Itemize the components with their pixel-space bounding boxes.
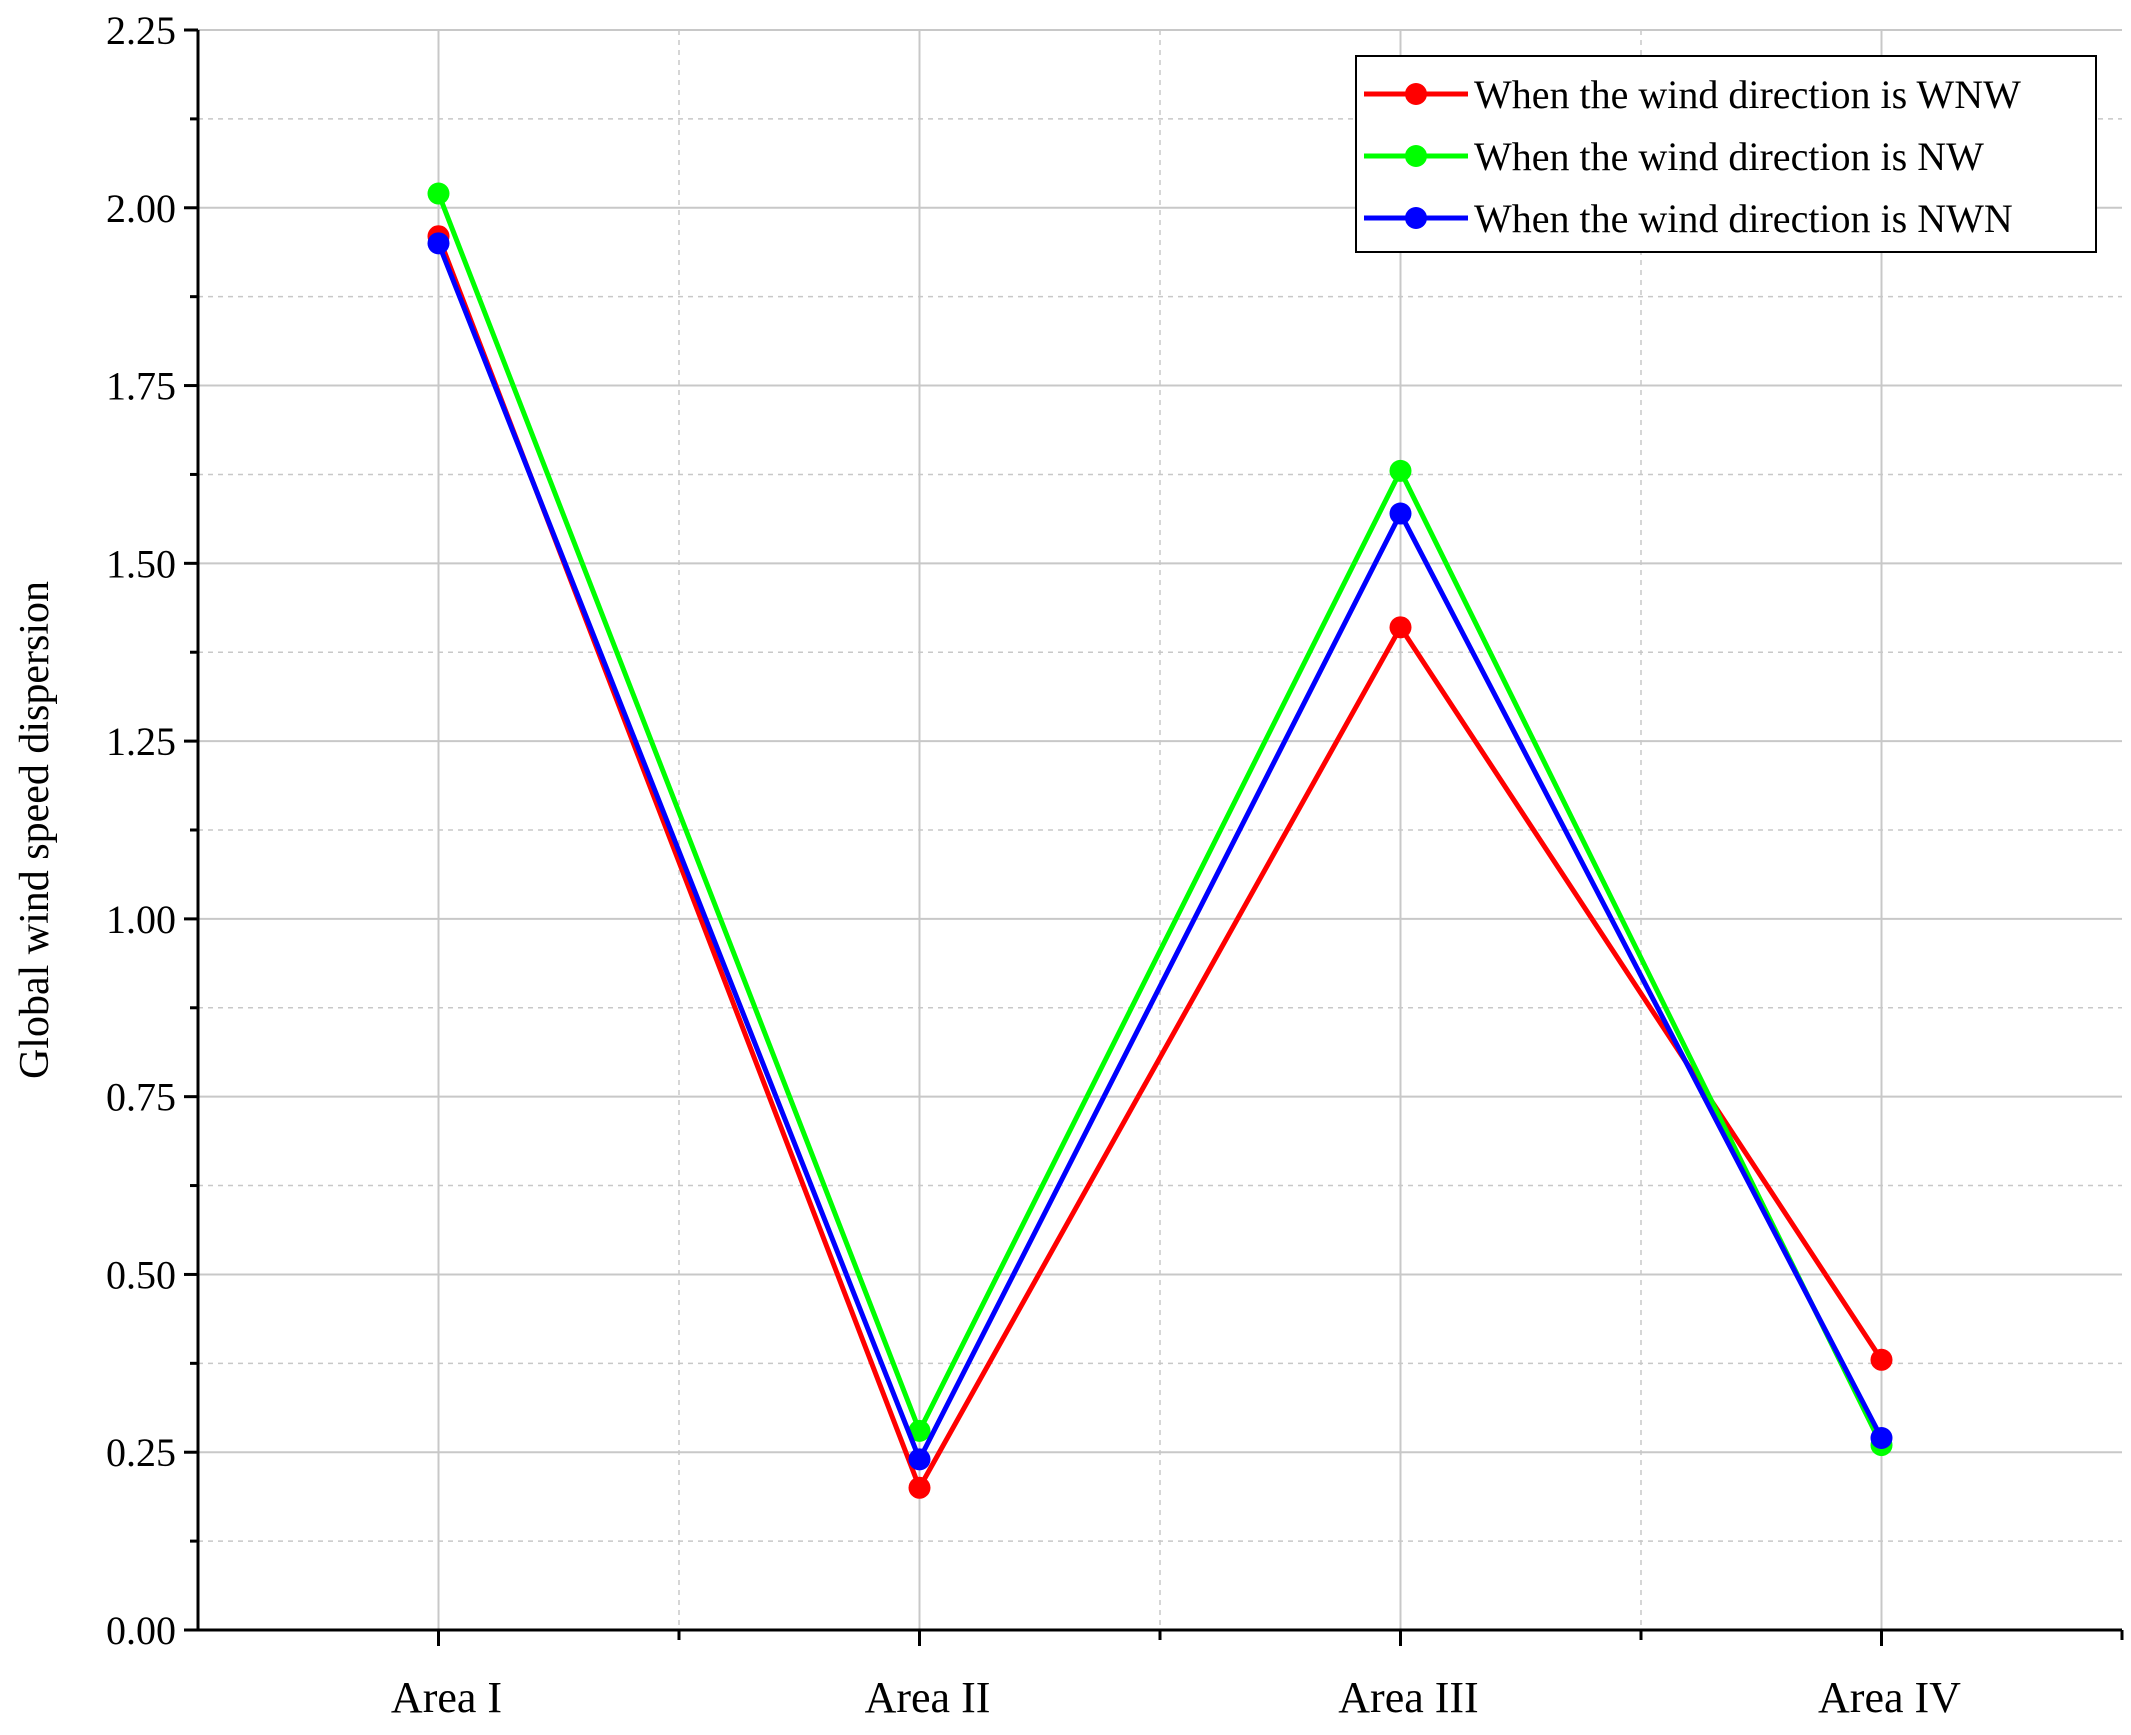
y-tick-label: 1.25 — [106, 719, 176, 764]
y-tick-label: 1.00 — [106, 897, 176, 942]
y-tick-label: 0.50 — [106, 1252, 176, 1297]
data-point — [908, 1419, 931, 1442]
legend-marker — [1405, 145, 1427, 167]
series-line — [436, 192, 1884, 1447]
y-axis-label: Global wind speed dispersion — [12, 581, 58, 1079]
data-point — [1389, 459, 1412, 482]
x-tick-label: Area I — [391, 1673, 502, 1722]
series-2 — [427, 232, 1893, 1471]
legend-marker — [1405, 207, 1427, 229]
legend-label: When the wind direction is NW — [1474, 134, 1984, 179]
y-tick-label: 0.75 — [106, 1075, 176, 1120]
y-tick-label: 0.00 — [106, 1608, 176, 1653]
x-tick-label: Area II — [865, 1673, 991, 1722]
legend-box — [1355, 55, 2097, 253]
legend: When the wind direction is WNW When the w… — [1355, 55, 2097, 253]
legend-item: When the wind direction is WNW — [1364, 72, 2021, 117]
legend-label: When the wind direction is WNW — [1474, 72, 2021, 117]
y-tick-label: 2.25 — [106, 8, 176, 53]
series-line — [436, 235, 1884, 1491]
y-tick-label: 0.25 — [106, 1430, 176, 1475]
data-point — [1389, 502, 1412, 525]
x-tick-label: Area IV — [1818, 1673, 1961, 1722]
series-1 — [427, 182, 1893, 1457]
data-point — [427, 182, 450, 205]
data-point — [1389, 616, 1412, 639]
legend-item: When the wind direction is NWN — [1364, 196, 2013, 241]
legend-label: When the wind direction is NWN — [1474, 196, 2013, 241]
series-line — [436, 242, 1884, 1462]
data-point — [427, 232, 450, 255]
data-point — [908, 1476, 931, 1499]
legend-item: When the wind direction is NW — [1364, 134, 1984, 179]
grid — [198, 29, 2122, 1630]
data-point — [908, 1448, 931, 1471]
y-tick-label: 1.50 — [106, 541, 176, 586]
axes — [184, 28, 2124, 1646]
data-point — [1870, 1427, 1893, 1449]
legend-marker — [1405, 83, 1427, 105]
x-tick-label: Area III — [1338, 1673, 1478, 1722]
series — [427, 182, 1893, 1499]
y-tick-label: 2.00 — [106, 186, 176, 231]
series-0 — [427, 225, 1893, 1499]
data-point — [1870, 1348, 1893, 1371]
y-tick-label: 1.75 — [106, 364, 176, 409]
tick-labels: 0.00 0.25 0.50 0.75 1.00 1.25 1.50 1.75 2.00 2.25… — [106, 8, 1961, 1722]
